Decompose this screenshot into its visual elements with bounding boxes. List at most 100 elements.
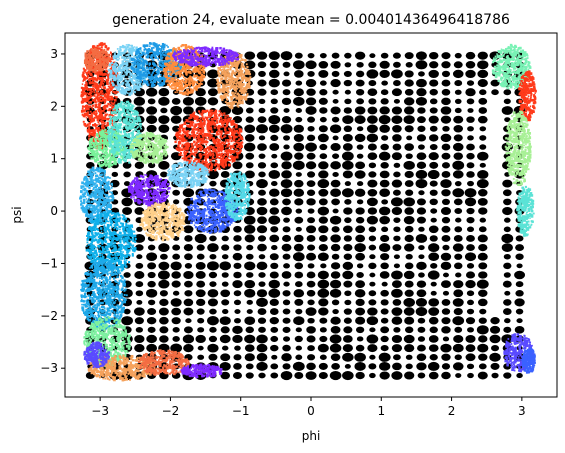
grid-marker-point: [343, 335, 353, 343]
grid-marker-point: [268, 279, 280, 289]
cluster-point: [115, 73, 118, 75]
grid-marker-point: [380, 98, 389, 105]
cluster-point: [201, 49, 203, 51]
cluster-point: [86, 74, 89, 76]
grid-marker-point: [281, 79, 292, 87]
grid-marker-point: [182, 97, 194, 106]
cluster-point: [84, 105, 86, 108]
grid-marker-point: [319, 89, 328, 96]
cluster-point: [178, 67, 180, 70]
grid-marker-point: [406, 135, 413, 141]
grid-marker-point: [245, 162, 254, 169]
grid-marker-point: [329, 288, 342, 298]
grid-marker-point: [491, 372, 499, 379]
grid-marker-point: [233, 354, 242, 361]
cluster-point: [139, 63, 143, 66]
grid-marker-point: [270, 344, 279, 352]
cluster-point: [154, 68, 157, 71]
cluster-point: [198, 82, 201, 86]
cluster-point: [102, 49, 105, 53]
cluster-point: [113, 159, 116, 162]
cluster-point: [174, 74, 178, 77]
cluster-point: [99, 53, 102, 56]
grid-marker-point: [404, 170, 414, 179]
cluster-point: [109, 74, 113, 78]
cluster-point: [99, 92, 101, 95]
cluster-point: [201, 60, 204, 63]
cluster-point: [200, 64, 203, 66]
cluster-point: [98, 59, 101, 62]
cluster-point: [171, 73, 174, 76]
grid-marker-point: [318, 298, 329, 307]
cluster-point: [109, 161, 112, 164]
grid-marker-point: [319, 52, 327, 59]
cluster-point: [94, 47, 97, 50]
grid-marker-point: [159, 290, 168, 297]
cluster-point: [214, 49, 218, 52]
cluster-point: [89, 51, 91, 53]
cluster-point: [98, 47, 101, 50]
cluster-point: [154, 56, 158, 59]
grid-marker-point: [416, 134, 427, 142]
cluster-point: [158, 44, 161, 47]
grid-marker-point: [246, 272, 254, 278]
cluster-point: [201, 67, 204, 71]
grid-marker-point: [160, 253, 168, 260]
cluster-point: [138, 72, 141, 75]
cluster-point: [91, 137, 94, 139]
cluster-point: [215, 50, 219, 54]
cluster-point: [153, 77, 156, 81]
cluster-point: [110, 163, 113, 167]
cluster-point: [130, 72, 133, 75]
cluster-point: [131, 74, 134, 77]
cluster-point: [139, 48, 142, 50]
grid-marker-point: [123, 181, 131, 187]
grid-marker-point: [344, 89, 351, 95]
grid-marker-point: [306, 180, 316, 188]
cluster-point: [222, 57, 225, 60]
grid-marker-point: [184, 253, 193, 261]
cluster-point: [124, 88, 128, 92]
cluster-point: [203, 48, 206, 51]
cluster-point: [147, 71, 151, 75]
grid-marker-point: [293, 243, 304, 252]
cluster-point: [100, 48, 103, 52]
grid-marker-point: [344, 52, 352, 59]
grid-marker-point: [233, 290, 242, 297]
cluster-point: [173, 58, 175, 61]
cluster-point: [88, 55, 92, 59]
cluster-point: [137, 48, 140, 50]
grid-marker-point: [342, 370, 354, 381]
grid-marker-point: [393, 354, 401, 361]
cluster-point: [179, 55, 183, 58]
grid-marker-point: [454, 354, 462, 361]
cluster-point: [240, 79, 243, 82]
grid-marker-point: [404, 225, 414, 233]
cluster-point: [243, 87, 246, 90]
grid-marker-point: [476, 325, 489, 335]
grid-marker-point: [305, 97, 317, 106]
cluster-point: [119, 69, 123, 72]
grid-marker-point: [355, 207, 365, 215]
cluster-point: [194, 55, 197, 58]
grid-marker-point: [354, 188, 366, 197]
cluster-point: [101, 163, 105, 167]
cluster-point: [133, 55, 136, 58]
grid-marker-point: [123, 272, 131, 278]
grid-marker-point: [416, 161, 427, 169]
grid-marker-point: [256, 51, 268, 60]
grid-marker-point: [183, 106, 194, 115]
cluster-point: [145, 74, 148, 77]
cluster-point: [236, 62, 240, 65]
grid-marker-point: [516, 263, 523, 269]
cluster-point: [143, 46, 146, 49]
cluster-point: [231, 71, 234, 75]
grid-marker-point: [295, 208, 303, 214]
grid-marker-point: [147, 280, 156, 288]
grid-marker-point: [317, 279, 330, 289]
cluster-point: [214, 62, 217, 65]
cluster-point: [86, 50, 89, 53]
cluster-point: [89, 101, 92, 104]
grid-marker-point: [467, 108, 474, 113]
grid-marker-point: [453, 134, 463, 142]
